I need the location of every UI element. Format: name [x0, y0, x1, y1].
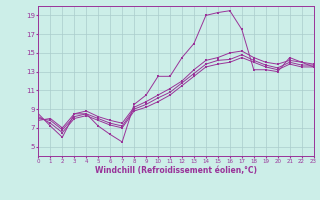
X-axis label: Windchill (Refroidissement éolien,°C): Windchill (Refroidissement éolien,°C) — [95, 166, 257, 175]
